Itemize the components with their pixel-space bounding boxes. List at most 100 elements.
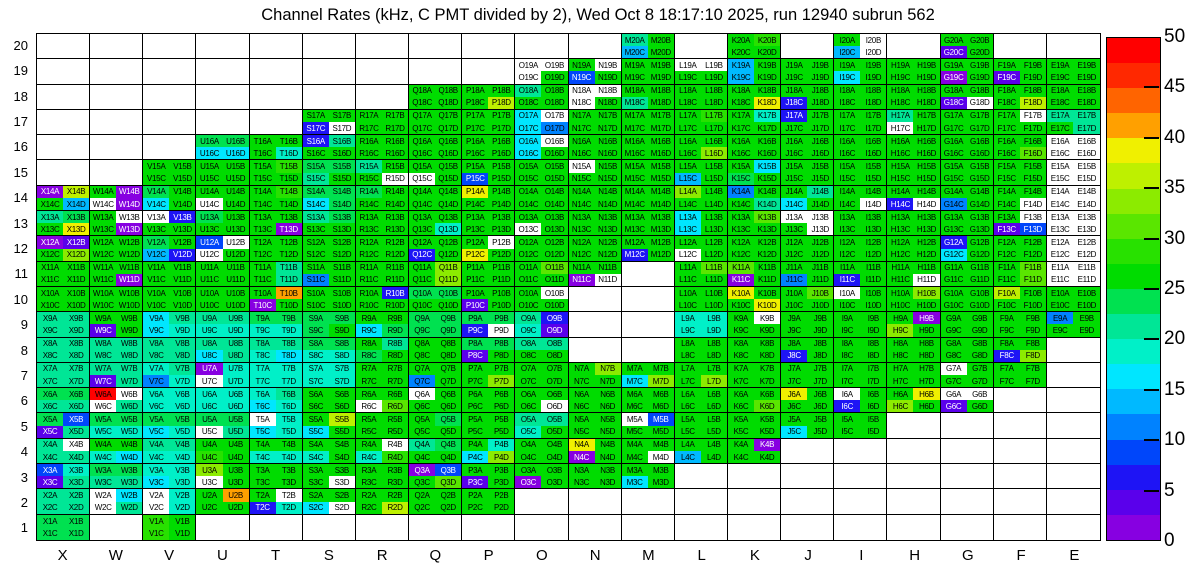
channel-F16A: F16A [993, 135, 1020, 148]
channel-N13B: N13B [594, 211, 621, 224]
cell-K9: K9A K9B K9C K9D [727, 312, 782, 338]
channel-Q2D: Q2D [435, 501, 462, 514]
channel-R2C: R2C [355, 501, 382, 514]
channel-O18D: O18D [541, 96, 568, 109]
cell-G15: G15A G15B G15C G15D [940, 160, 994, 186]
channel-M12A: M12A [621, 236, 648, 249]
channel-O19B: O19B [541, 59, 568, 72]
cell-T11: T11A T11B T11C T11D [249, 261, 303, 287]
channel-U10A: U10A [196, 286, 223, 300]
channel-W13C: W13C [90, 223, 117, 236]
channel-L10B: L10B [700, 286, 727, 300]
channel-U9B: U9B [222, 312, 249, 325]
channel-F15B: F15B [1019, 160, 1046, 173]
cell-H8: H8A H8B H8C H8D [887, 337, 941, 363]
channel-M6B: M6B [647, 388, 674, 401]
x-axis-label-U: U [216, 547, 228, 564]
channel-I7B: I7B [860, 362, 887, 376]
channel-U14D: U14D [222, 197, 249, 211]
cell-L20 [674, 34, 728, 60]
cell-O1 [515, 514, 569, 540]
channel-R15B: R15B [381, 160, 409, 173]
cell-I17: I17A I17B I17C I17D [834, 109, 888, 136]
channel-Q10C: Q10C [409, 299, 436, 312]
channel-H10A: H10A [887, 286, 914, 300]
channel-P14A: P14A [462, 185, 489, 198]
channel-R6D: R6D [381, 400, 409, 413]
cell-X8: X8A X8B X8C X8D [37, 337, 91, 363]
cell-P14: P14A P14B P14C P14D [462, 185, 516, 212]
channel-O5B: O5B [541, 413, 568, 426]
cell-V5: V5A V5B V5C V5D [143, 413, 197, 439]
cell-R13: R13A R13B R13C R13D [355, 211, 410, 237]
cell-H11: H11A H11B H11C H11D [887, 261, 941, 287]
channel-X1C: X1C [37, 527, 64, 540]
x-axis-label-M: M [642, 547, 655, 564]
channel-N6B: N6B [594, 388, 621, 401]
channel-M7B: M7B [647, 362, 674, 376]
channel-H15D: H15D [913, 172, 940, 185]
cell-G11: G11A G11B G11C G11D [940, 261, 994, 287]
channel-S11D: S11D [328, 273, 355, 286]
cell-V7: V7A V7B V7C V7D [143, 362, 197, 389]
channel-J13B: J13B [807, 211, 834, 224]
channel-N13D: N13D [594, 223, 621, 236]
cell-M2 [621, 489, 675, 515]
cell-N7: N7A N7B N7C N7D [568, 362, 622, 389]
channel-Q11D: Q11D [435, 273, 462, 286]
channel-V13B: V13B [169, 211, 196, 224]
channel-K5C: K5C [727, 425, 755, 438]
channel-J5B: J5B [807, 413, 834, 426]
cell-Q18: Q18A Q18B Q18C Q18D [409, 84, 463, 110]
channel-G12C: G12C [940, 248, 967, 261]
y-axis-label-6: 6 [20, 393, 28, 409]
channel-K18C: K18C [727, 96, 755, 109]
channel-R16C: R16C [355, 147, 382, 160]
channel-S13D: S13D [328, 223, 355, 236]
channel-U13A: U13A [196, 211, 223, 224]
channel-J15A: J15A [781, 160, 808, 173]
channel-T5A: T5A [249, 413, 276, 426]
channel-K19B: K19B [754, 59, 781, 72]
channel-L15B: L15B [700, 160, 727, 173]
cell-W15 [90, 160, 144, 186]
channel-G16B: G16B [966, 135, 993, 148]
channel-H14C: H14C [887, 197, 914, 211]
channel-U7B: U7B [222, 362, 249, 376]
channel-O8B: O8B [541, 337, 568, 350]
channel-R4A: R4A [355, 438, 382, 451]
cell-Q17: Q17A Q17B Q17C Q17D [409, 109, 463, 136]
channel-X12A: X12A [37, 236, 64, 249]
channel-Q3A: Q3A [409, 464, 436, 477]
channel-Q10D: Q10D [435, 299, 462, 312]
channel-O5D: O5D [541, 425, 568, 438]
channel-I14C: I14C [834, 197, 861, 211]
channel-J19A: J19A [781, 59, 808, 72]
channel-V1D: V1D [169, 527, 196, 540]
channel-O16D: O16D [541, 147, 568, 160]
channel-V2A: V2A [143, 489, 170, 502]
channel-T15C: T15C [249, 172, 276, 185]
cell-G12: G12A G12B G12C G12D [940, 236, 994, 262]
channel-G12B: G12B [966, 236, 993, 249]
cell-V12: V12A V12B V12C V12D [143, 236, 197, 262]
cell-S2: S2A S2B S2C S2D [302, 489, 356, 515]
channel-J10D: J10D [807, 299, 834, 312]
cell-L13: L13A L13B L13C L13D [674, 211, 728, 237]
channel-Q15A: Q15A [409, 160, 436, 173]
channel-L7D: L7D [700, 375, 727, 388]
channel-U2B: U2B [222, 489, 249, 502]
channel-Q4B: Q4B [435, 438, 462, 451]
channel-Q12D: Q12D [435, 248, 462, 261]
channel-R2D: R2D [381, 501, 409, 514]
channel-L17A: L17A [674, 109, 701, 123]
channel-X10C: X10C [37, 299, 64, 312]
channel-G18C: G18C [940, 96, 967, 109]
channel-F16D: F16D [1019, 147, 1046, 160]
cell-O2 [515, 489, 569, 515]
channel-V4A: V4A [143, 438, 170, 451]
cell-K4: K4A K4B K4C K4D [727, 438, 782, 465]
cell-L7: L7A L7B L7C L7D [674, 362, 728, 389]
channel-H12C: H12C [887, 248, 914, 261]
channel-L8C: L8C [674, 349, 701, 362]
